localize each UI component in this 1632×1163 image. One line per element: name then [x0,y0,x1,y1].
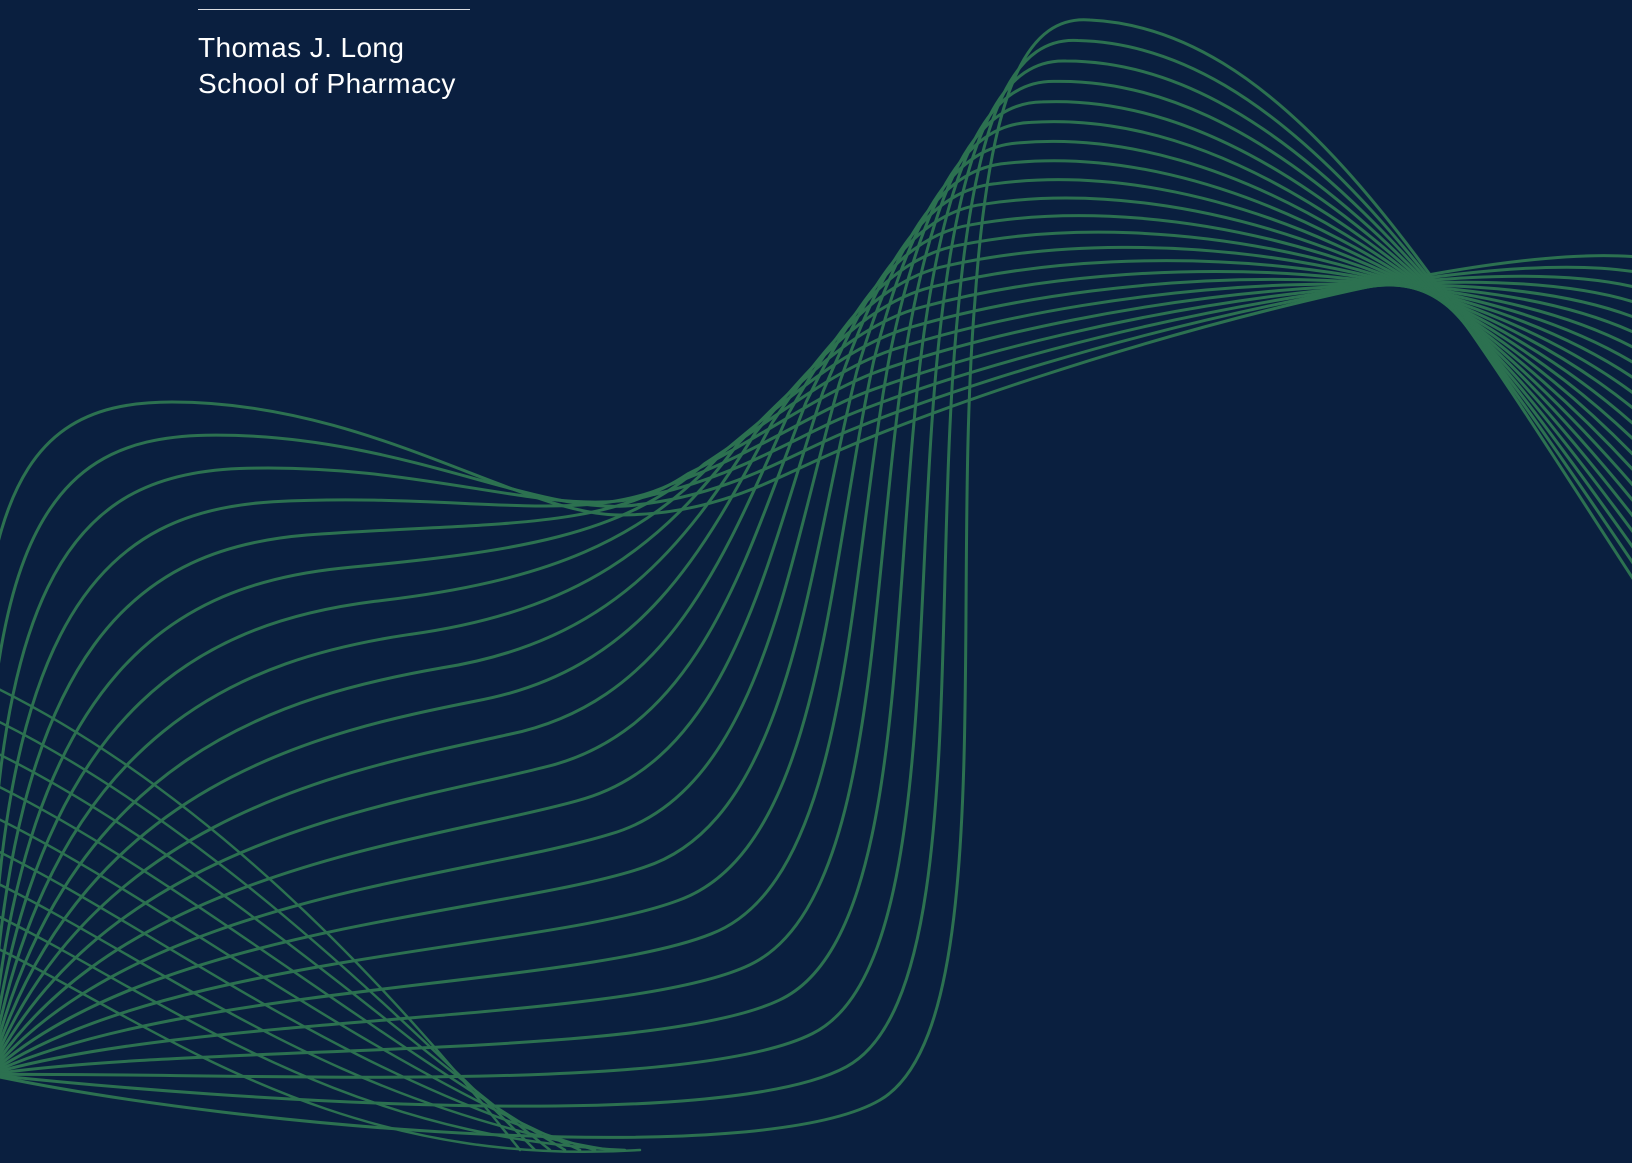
wave-line [0,720,537,1152]
wave-line [0,214,1632,1058]
wave-line [0,79,1632,1075]
wave-line [0,282,1632,991]
school-name-line-1: Thomas J. Long [198,32,405,63]
wave-line [0,818,582,1152]
wave-line [0,120,1632,1072]
wave-line [0,38,1632,1108]
wave-line [0,688,522,1152]
wave-line [0,100,1632,1073]
wave-line [0,18,1632,1139]
wave-line [0,230,1632,1053]
wave-line [0,277,1632,1015]
header-rule [198,9,470,10]
header: Thomas J. Long School of Pharmacy [198,0,470,102]
wave-line [0,915,627,1152]
school-name-line-2: School of Pharmacy [198,68,456,99]
wave-line [0,59,1632,1079]
wave-line [0,283,1632,954]
wave-line [0,178,1632,1065]
wave-line [0,270,1632,1030]
wave-line [0,245,1632,1047]
wave-line [0,850,597,1152]
wave-line [0,948,642,1154]
wave-line [0,140,1632,1070]
wave-line [0,753,552,1152]
wave-line [0,196,1632,1062]
wave-line [0,159,1632,1067]
wave-line [0,785,567,1152]
wave-line [0,883,612,1152]
school-name: Thomas J. Long School of Pharmacy [198,30,470,102]
wave-line [0,254,1632,542]
wave-line [0,259,1632,1040]
